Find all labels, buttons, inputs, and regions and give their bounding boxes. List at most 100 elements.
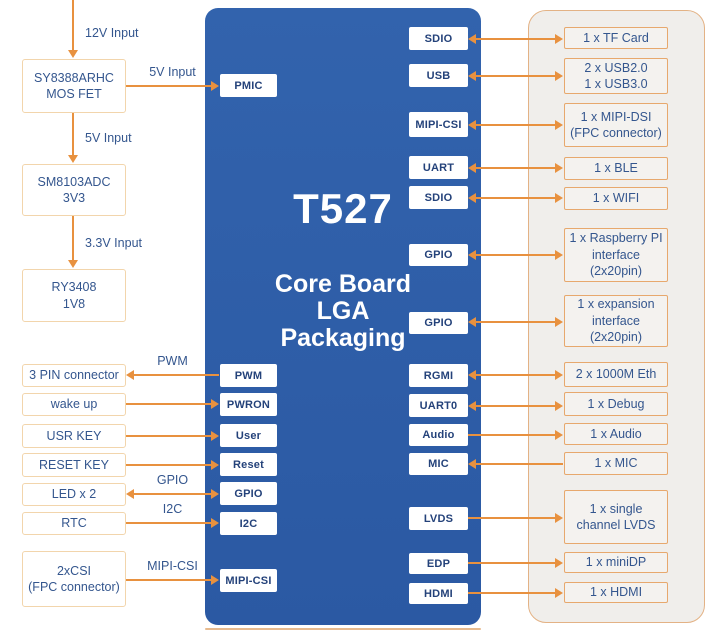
arrow-line [474,124,557,126]
connection-arrow [68,113,78,163]
soc-port-right: SDIO [409,186,468,209]
soc-port-right-label: USB [426,69,451,82]
soc-port-right: HDMI [409,583,468,604]
soc-chip-name: T527 [293,185,393,232]
arrowhead-right-icon [555,193,563,203]
soc-port-left: GPIO [220,482,277,505]
soc-port-right-label: MIPI-CSI [415,118,462,131]
soc-port-right: UART [409,156,468,179]
soc-port-right: EDP [409,553,468,574]
soc-port-right-label: RGMI [423,369,454,382]
arrow-line [474,321,557,323]
arrowhead-left-icon [468,163,476,173]
arrow-line [474,254,557,256]
left-peripheral-box: LED x 2 [22,483,126,506]
arrowhead-right-icon [211,81,219,91]
arrow-line [468,434,557,436]
power-box: SY8388ARHC MOS FET [22,59,126,113]
arrowhead-right-icon [555,250,563,260]
connection-arrow [126,430,219,442]
arrowhead-right-icon [211,460,219,470]
soc-port-right: MIPI-CSI [409,112,468,137]
soc-port-right-label: SDIO [424,32,453,45]
arrow-line [474,463,563,465]
right-peripheral-box: 1 x expansion interface (2x20pin) [564,295,668,347]
right-peripheral-box-label: interface [592,313,640,328]
power-box-label: SM8103ADC [37,174,111,189]
right-peripheral-box: 1 x MIPI-DSI (FPC connector) [564,103,668,147]
connection-arrow [126,517,219,529]
arrowhead-right-icon [555,317,563,327]
soc-port-left-label: PWM [234,369,263,382]
soc-port-left: Reset [220,453,277,476]
arrowhead-right-icon [555,513,563,523]
right-peripheral-box-label: 2 x USB2.0 [584,60,648,75]
soc-port-left-label: GPIO [234,487,263,500]
right-peripheral-box-label: 1 x Audio [590,426,642,441]
soc-port-left-label: Reset [233,458,264,471]
soc-port-right-label: GPIO [424,249,453,261]
arrowhead-right-icon [555,401,563,411]
soc-port-right: GPIO [409,312,468,334]
bus-label: I2C [162,502,183,516]
connection-arrow [468,512,563,524]
left-peripheral-box-label: RTC [61,516,87,531]
soc-port-right: SDIO [409,27,468,50]
arrowhead-left-icon [468,250,476,260]
arrowhead-right-icon [555,588,563,598]
arrowhead-left-icon [468,193,476,203]
arrow-line [72,113,74,156]
right-peripheral-box-label: (2x20pin) [589,264,643,279]
soc-port-right: USB [409,64,468,87]
soc-port-right-label: UART0 [419,399,458,412]
power-box: RY3408 1V8 [22,269,126,322]
connection-arrow [468,33,563,45]
soc-port-right-label: GPIO [424,317,453,329]
arrow-line [474,197,557,199]
arrowhead-right-icon [555,430,563,440]
right-peripheral-box: 2 x 1000M Eth [564,362,668,387]
right-peripheral-box: 1 x Debug [564,392,668,416]
arrowhead-left-icon [468,370,476,380]
soc-port-right: MIC [409,453,468,475]
left-peripheral-box: RESET KEY [22,453,126,477]
soc-port-right: GPIO [409,244,468,266]
connection-arrow [68,0,78,58]
arrow-line [126,522,213,524]
arrow-line [126,435,213,437]
soc-port-left: I2C [220,512,277,535]
right-peripheral-box-label: 1 x Raspberry PI [569,231,663,246]
right-peripheral-box-label: interface [592,247,640,262]
soc-port-left-label: PMIC [234,79,263,92]
flow-label: 12V Input [85,26,139,40]
arrow-line [468,562,557,564]
arrowhead-down-icon [68,50,78,58]
arrow-line [474,167,557,169]
arrowhead-right-icon [555,558,563,568]
soc-port-right-label: SDIO [424,191,453,204]
connection-arrow [468,249,563,261]
soc-package-label-line: Packaging [280,324,406,352]
arrowhead-down-icon [68,155,78,163]
soc-port-left-label: MIPI-CSI [225,574,272,587]
soc-port-left: PMIC [220,74,277,97]
right-peripheral-box-label: (2x20pin) [589,330,643,345]
arrow-line [468,592,557,594]
left-peripheral-box: 2xCSI (FPC connector) [22,551,126,607]
left-peripheral-box-label: (FPC connector) [28,580,120,594]
arrowhead-right-icon [211,489,219,499]
right-peripheral-box: 1 x miniDP [564,552,668,573]
soc-package-label-line: Core Board [274,270,412,298]
arrowhead-left-icon [468,401,476,411]
right-peripheral-box: 1 x single channel LVDS [564,490,668,544]
arrowhead-right-icon [555,370,563,380]
left-peripheral-box: 3 PIN connector [22,364,126,387]
arrow-line [468,517,557,519]
connection-arrow [468,587,563,599]
connection-arrow [126,398,219,410]
soc-port-right: RGMI [409,364,468,387]
arrowhead-right-icon [211,518,219,528]
soc-port-right-label: HDMI [424,587,453,600]
right-peripheral-box: 1 x BLE [564,157,668,180]
flow-label: 3.3V Input [85,236,142,250]
